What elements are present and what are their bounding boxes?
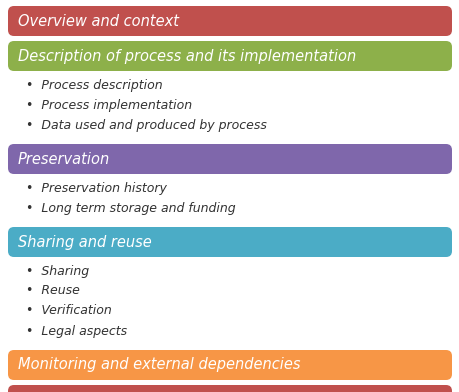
- Text: •  Verification: • Verification: [26, 305, 112, 318]
- Text: Preservation: Preservation: [18, 151, 110, 167]
- Text: •  Reuse: • Reuse: [26, 285, 80, 298]
- Text: •  Process implementation: • Process implementation: [26, 98, 192, 111]
- Text: •  Process description: • Process description: [26, 78, 162, 91]
- Text: Monitoring and external dependencies: Monitoring and external dependencies: [18, 358, 300, 372]
- Text: Overview and context: Overview and context: [18, 13, 179, 29]
- Text: •  Preservation history: • Preservation history: [26, 181, 167, 194]
- Text: Sharing and reuse: Sharing and reuse: [18, 234, 151, 249]
- Text: •  Long term storage and funding: • Long term storage and funding: [26, 201, 235, 214]
- Text: •  Legal aspects: • Legal aspects: [26, 325, 127, 338]
- FancyBboxPatch shape: [8, 6, 451, 36]
- FancyBboxPatch shape: [8, 144, 451, 174]
- Text: •  Sharing: • Sharing: [26, 265, 89, 278]
- Text: •  Data used and produced by process: • Data used and produced by process: [26, 118, 266, 131]
- Text: Description of process and its implementation: Description of process and its implement…: [18, 49, 355, 64]
- FancyBboxPatch shape: [8, 350, 451, 380]
- FancyBboxPatch shape: [8, 227, 451, 257]
- FancyBboxPatch shape: [8, 41, 451, 71]
- FancyBboxPatch shape: [8, 385, 451, 392]
